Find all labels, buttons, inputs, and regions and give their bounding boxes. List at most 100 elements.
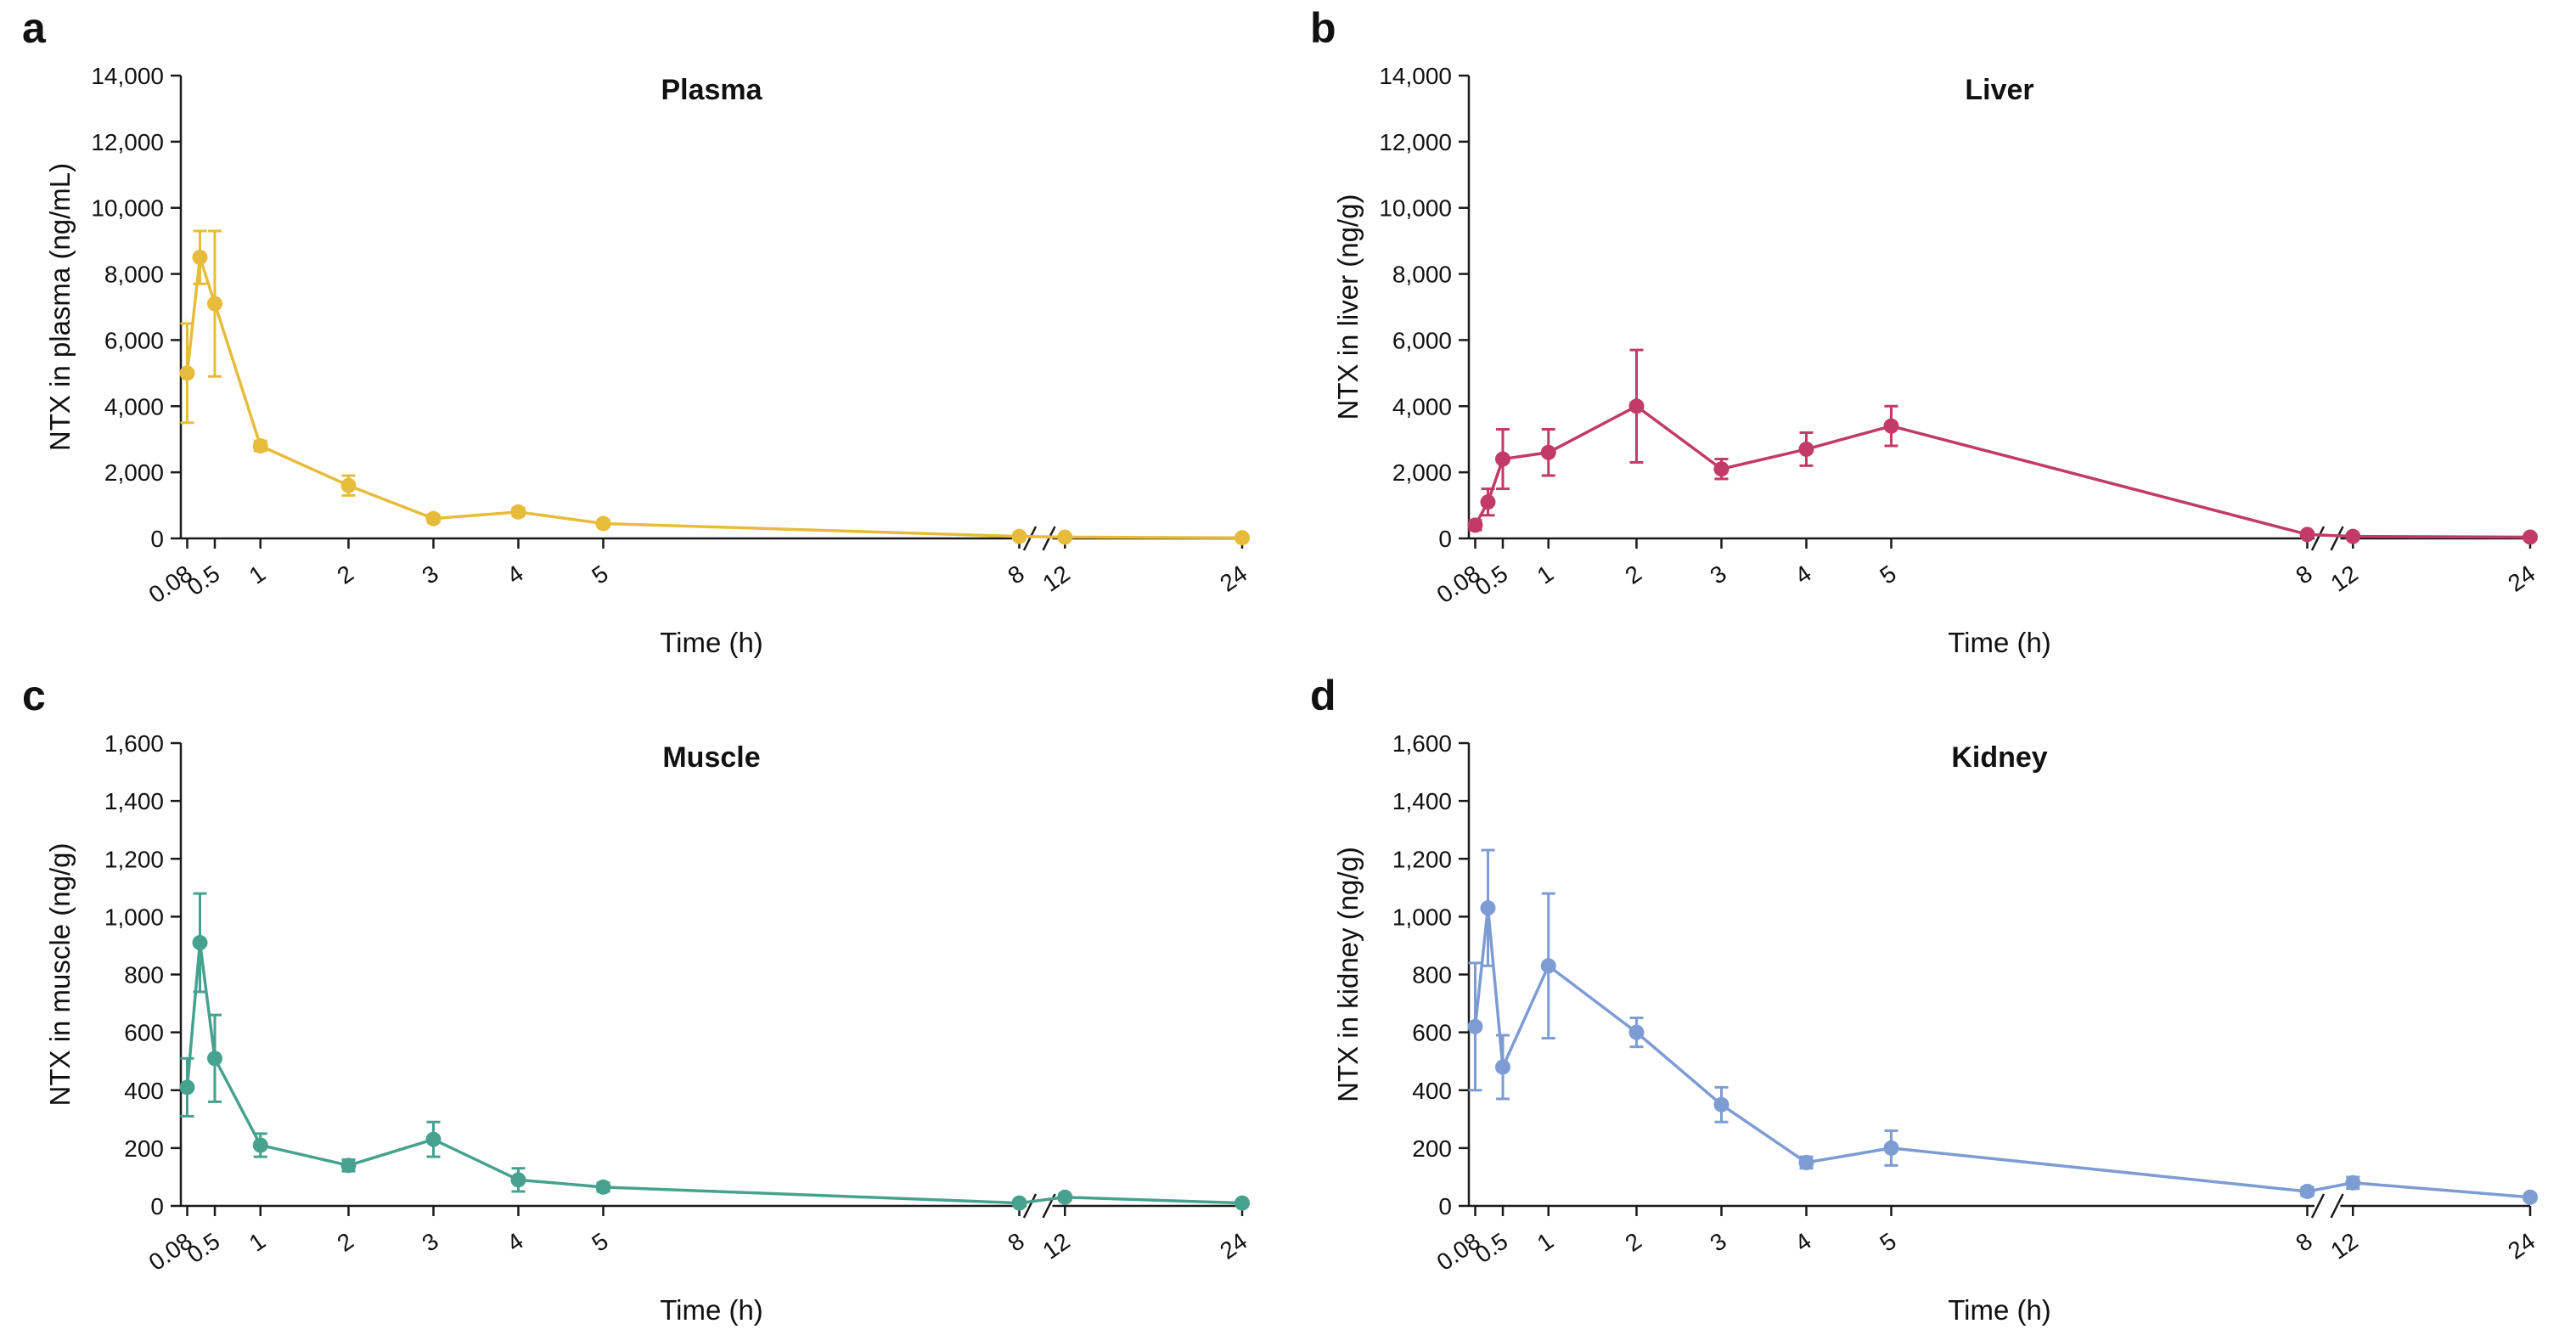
x-tick-label: 1 — [1533, 560, 1559, 589]
panel-d: d 0 200 400 600 800 1,000 1,200 1,400 1,600 0.08 0… — [1288, 668, 2576, 1335]
x-tick-label: 2 — [1620, 1228, 1646, 1257]
data-point — [179, 365, 195, 381]
axis-break-slash — [1042, 526, 1056, 551]
y-tick-label: 6,000 — [104, 327, 164, 353]
x-tick-label: 1 — [1533, 1228, 1559, 1257]
x-tick-label: 5 — [587, 1228, 613, 1257]
x-tick-label: 2 — [332, 1228, 358, 1257]
y-tick-label: 0 — [150, 526, 164, 552]
muscle-chart: 02004006008001,0001,2001,4001,6000.080.5… — [44, 730, 1251, 1326]
y-tick-label: 1,400 — [1392, 788, 1452, 814]
data-point — [2299, 1183, 2315, 1199]
x-tick-label: 4 — [502, 560, 528, 589]
data-point — [192, 250, 208, 266]
data-point — [1540, 444, 1556, 460]
y-tick-label: 0 — [1438, 526, 1452, 552]
panel-b: b 0 2,000 4,000 6,000 8,000 10,000 12,000 14,00… — [1288, 0, 2576, 668]
data-point — [252, 438, 268, 453]
data-point — [2345, 1174, 2361, 1191]
y-tick-label: 1,600 — [104, 730, 164, 757]
data-point — [1495, 451, 1510, 467]
x-tick-label: 1 — [245, 1228, 271, 1257]
x-tick-label: 5 — [587, 560, 613, 589]
x-tick-label: 24 — [1215, 560, 1251, 597]
x-axis-label: Time (h) — [660, 1294, 763, 1326]
axis-break-slash — [2330, 1193, 2344, 1219]
panel-b-letter: b — [1310, 4, 1336, 52]
data-point — [595, 1179, 611, 1195]
y-tick-label: 0 — [150, 1193, 164, 1220]
y-tick-label: 2,000 — [104, 459, 164, 486]
y-tick-label: 14,000 — [91, 63, 164, 89]
panel-a: a 0 2,000 4,000 6,000 8,000 10,000 12,000 14,00… — [0, 0, 1288, 668]
data-point — [2345, 528, 2361, 544]
y-tick-label: 2,000 — [1392, 459, 1452, 486]
axis-break-gap — [1026, 1203, 1053, 1209]
x-axis-label: Time (h) — [1948, 627, 2051, 658]
x-tick-label: 2 — [332, 560, 358, 589]
x-tick-label: 12 — [1038, 1228, 1074, 1265]
y-tick-label: 1,000 — [104, 904, 164, 930]
data-point — [340, 477, 357, 493]
y-tick-label: 12,000 — [91, 129, 164, 155]
data-point — [2523, 1189, 2538, 1205]
data-point — [595, 515, 611, 532]
y-tick-label: 6,000 — [1392, 327, 1452, 353]
x-tick-label: 3 — [417, 560, 443, 589]
y-tick-label: 600 — [1412, 1020, 1452, 1046]
y-tick-label: 10,000 — [1379, 195, 1452, 222]
data-point — [1467, 1018, 1483, 1034]
y-tick-label: 800 — [1412, 962, 1452, 989]
x-tick-label: 12 — [2326, 1228, 2362, 1265]
axis-break-slash — [2310, 1193, 2326, 1219]
data-point — [1798, 441, 1814, 457]
y-axis-label: NTX in liver (ng/g) — [1332, 194, 1364, 420]
axis-break-gap — [2314, 1203, 2341, 1209]
data-point — [2299, 527, 2315, 543]
y-tick-label: 400 — [124, 1078, 164, 1104]
x-tick-label: 2 — [1620, 560, 1646, 589]
data-point — [1235, 1195, 1250, 1211]
data-point — [1883, 1140, 1899, 1156]
axis-break-gap — [2314, 535, 2341, 542]
axis-break-slash — [1022, 526, 1038, 551]
chart-title: Liver — [1965, 74, 2033, 106]
y-tick-label: 200 — [1412, 1135, 1452, 1162]
x-tick-label: 0.5 — [1471, 560, 1513, 601]
y-tick-label: 1,200 — [104, 846, 164, 872]
x-tick-label: 5 — [1875, 1228, 1901, 1257]
y-tick-label: 10,000 — [91, 195, 164, 222]
data-point — [425, 1131, 442, 1147]
x-tick-label: 12 — [2326, 560, 2362, 597]
chart-title: Plasma — [661, 74, 762, 106]
x-tick-label: 3 — [1705, 1228, 1731, 1257]
y-tick-label: 1,600 — [1392, 730, 1452, 757]
data-point — [1467, 517, 1483, 533]
series-line — [1473, 404, 2531, 539]
axis-break-gap — [1026, 535, 1053, 542]
y-tick-label: 1,200 — [1392, 846, 1452, 872]
y-tick-label: 1,000 — [1392, 904, 1452, 930]
y-tick-label: 8,000 — [1392, 262, 1452, 288]
y-tick-label: 4,000 — [1392, 393, 1452, 420]
x-tick-label: 3 — [417, 1228, 443, 1257]
series-line — [1473, 906, 2531, 1199]
y-axis-label: NTX in kidney (ng/g) — [1332, 847, 1364, 1102]
data-point — [1540, 958, 1556, 974]
data-point — [1883, 418, 1899, 434]
data-point — [1713, 461, 1730, 477]
data-point — [1495, 1059, 1510, 1075]
y-tick-label: 800 — [124, 962, 164, 989]
axis-break-slash — [2310, 526, 2326, 551]
data-point — [1480, 900, 1496, 916]
data-point — [1628, 398, 1645, 414]
x-tick-label: 8 — [1003, 560, 1029, 589]
x-tick-label: 5 — [1875, 560, 1901, 589]
data-point — [1057, 529, 1073, 545]
y-tick-label: 400 — [1412, 1078, 1452, 1104]
y-tick-label: 200 — [124, 1135, 164, 1162]
chart-title: Kidney — [1951, 741, 2047, 774]
data-point — [1713, 1096, 1730, 1112]
y-tick-label: 600 — [124, 1020, 164, 1046]
